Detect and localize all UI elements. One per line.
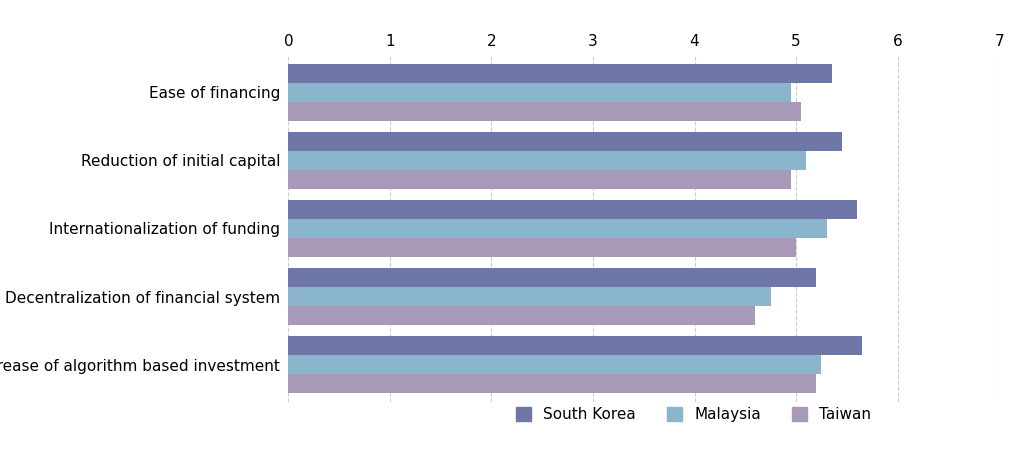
Bar [288, 306, 755, 325]
Bar [288, 374, 817, 393]
Bar [288, 336, 862, 355]
Bar [288, 219, 826, 238]
Bar [288, 64, 831, 83]
Bar [288, 132, 842, 151]
Bar [288, 200, 857, 219]
Bar [288, 287, 770, 306]
Bar [288, 268, 817, 287]
Bar [288, 151, 806, 170]
Bar [288, 170, 791, 189]
Bar [288, 238, 796, 257]
Legend: South Korea, Malaysia, Taiwan: South Korea, Malaysia, Taiwan [516, 407, 871, 422]
Bar [288, 355, 821, 374]
Bar [288, 102, 801, 121]
Bar [288, 83, 791, 102]
